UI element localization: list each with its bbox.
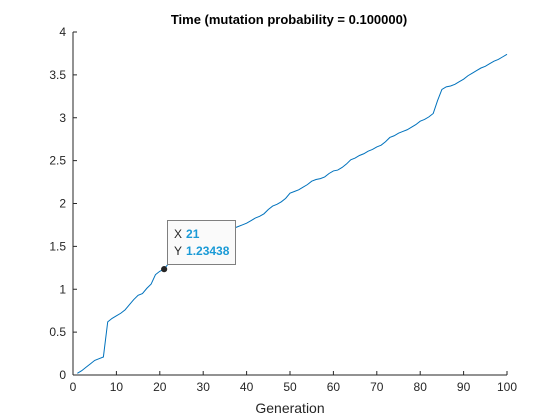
datatip-marker-group [161, 266, 168, 273]
x-tick-label: 40 [240, 380, 254, 394]
chart-title: Time (mutation probability = 0.100000) [171, 12, 407, 27]
axes-group: 0 10 20 30 40 50 60 70 80 90 100 0 0.5 1 1.5 2 2.5 3 3.5 4 [49, 25, 517, 394]
y-tick-label: 2.5 [49, 154, 66, 168]
x-tick-label: 30 [197, 380, 211, 394]
datatip-y-row: Y 1.23438 [174, 243, 229, 260]
y-tick-label: 1.5 [49, 239, 66, 253]
x-tick-label: 70 [370, 380, 384, 394]
y-tick-label: 4 [59, 25, 66, 39]
datatip-x-value: 21 [186, 227, 200, 241]
x-tick-label: 60 [327, 380, 341, 394]
x-tick-label: 80 [414, 380, 428, 394]
x-tick-label: 50 [283, 380, 297, 394]
y-tick-label: 2 [59, 197, 66, 211]
x-tick-label: 10 [110, 380, 124, 394]
datatip[interactable]: X 21 Y 1.23438 [167, 220, 237, 265]
series-line-1[interactable] [77, 53, 508, 374]
datatip-y-label: Y [174, 244, 183, 258]
series-group [77, 53, 508, 374]
x-axis-label: Generation [255, 400, 324, 416]
y-tick-label: 0 [59, 368, 66, 382]
datatip-marker[interactable] [161, 266, 168, 273]
x-tick-label: 20 [153, 380, 167, 394]
datatip-x-label: X [174, 227, 183, 241]
y-tick-label: 3 [59, 111, 66, 125]
x-tick-label: 90 [457, 380, 471, 394]
y-tick-label: 0.5 [49, 325, 66, 339]
y-tick-label: 1 [59, 282, 66, 296]
datatip-y-value: 1.23438 [186, 244, 230, 258]
x-tick-label: 100 [497, 380, 517, 394]
plot-area[interactable] [73, 32, 507, 375]
x-tick-label: 0 [70, 380, 77, 394]
y-tick-label: 3.5 [49, 68, 66, 82]
datatip-x-row: X 21 [174, 226, 229, 243]
